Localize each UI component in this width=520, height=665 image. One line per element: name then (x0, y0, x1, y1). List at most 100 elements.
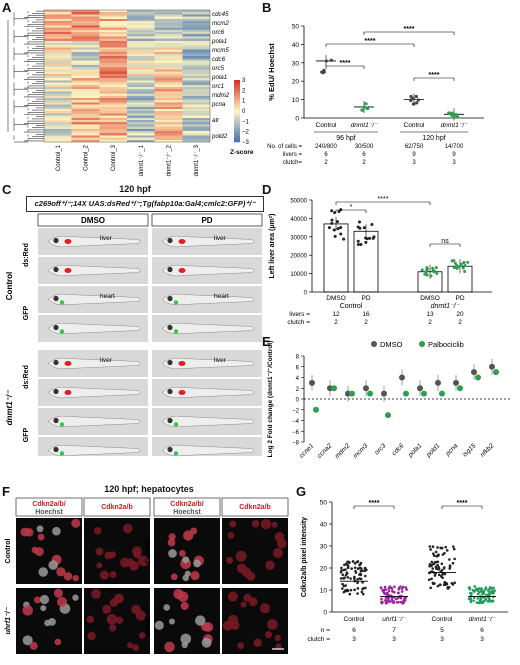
heatmap-cell (99, 133, 128, 136)
fish-body (47, 415, 141, 428)
data-point (427, 578, 431, 582)
data-point (482, 592, 486, 595)
heatmap-cell (44, 34, 72, 37)
cell-nucleus (86, 615, 95, 624)
heatmap-cell (44, 21, 72, 24)
dmso-point (417, 385, 423, 392)
colorbar-step (234, 94, 240, 97)
heatmap-cell (99, 120, 128, 123)
heatmap-cell (154, 47, 183, 50)
cell-nucleus (48, 617, 56, 626)
heatmap-figure: cdc45 mcm2 orc6 pola1 mcm5 cdc6 orc5 pola1 orc1 m… (7, 9, 254, 176)
data-point (453, 261, 457, 265)
heatmap-cell (154, 139, 183, 143)
heatmap-cell (154, 34, 183, 37)
heatmap-cell (127, 137, 155, 140)
data-point (431, 567, 435, 570)
gene-label: mcm2 (212, 20, 229, 27)
heatmap-cell (71, 25, 100, 28)
heatmap-cell (182, 51, 211, 55)
cell-nucleus (274, 634, 281, 642)
group-label: Control (316, 122, 338, 129)
y-tick-label: 0 (304, 291, 308, 297)
data-point (437, 573, 441, 577)
legend-dot-dmso (371, 341, 377, 347)
heatmap-cell (154, 29, 183, 33)
heatmap-cell (182, 80, 211, 83)
data-point (350, 567, 353, 570)
data-point (358, 220, 362, 224)
heatmap-cell (154, 128, 183, 132)
y-axis-label: % EdU/ Hoechst (267, 43, 276, 101)
data-point (447, 585, 451, 589)
cell-nucleus (275, 643, 282, 650)
data-point (359, 572, 362, 576)
data-point (342, 584, 346, 588)
heatmap-cell (127, 89, 155, 92)
n-value: 5 (440, 627, 444, 634)
data-point (420, 268, 424, 272)
data-point (384, 596, 388, 600)
data-point (365, 106, 369, 110)
gene-label: pcna (444, 442, 460, 458)
heatmap-cell (71, 16, 100, 19)
cell-nucleus (99, 570, 110, 580)
cell-nucleus (226, 556, 234, 564)
heart-gfp (173, 422, 179, 427)
data-point (488, 586, 492, 589)
row-label: n = (321, 627, 330, 634)
data-point (359, 561, 363, 565)
heatmap-cell (182, 71, 211, 74)
data-point (361, 587, 365, 590)
data-point (339, 577, 343, 580)
heatmap-cell (99, 131, 128, 134)
cell-nucleus (168, 618, 175, 625)
data-point (452, 259, 456, 263)
heatmap-cell (71, 124, 100, 127)
heatmap-cell (99, 21, 128, 24)
sig-bracket (325, 65, 365, 69)
data-point (490, 591, 493, 595)
colorbar-step (234, 111, 240, 114)
heatmap-cell (99, 27, 128, 30)
heatmap-cell (44, 40, 72, 44)
heatmap-cell (71, 137, 100, 140)
heatmap-cell (127, 69, 155, 72)
heatmap-cell (44, 65, 72, 68)
sig-label: **** (365, 38, 376, 45)
cell-nucleus (138, 632, 146, 639)
data-point (344, 573, 348, 577)
fish-eye (167, 388, 173, 395)
heatmap-cell (44, 76, 72, 79)
heatmap-cell (127, 62, 155, 66)
fish-eye (53, 266, 59, 273)
heatmap-cell (154, 89, 183, 92)
row-label: livers = (289, 311, 310, 318)
tile-header: Cdkn2a/b (101, 504, 133, 511)
palbo-point (403, 390, 409, 397)
heatmap-cell (44, 126, 72, 129)
y-tick-label: 30000 (290, 235, 307, 241)
heatmap-cell (44, 113, 72, 116)
heatmap-cell (99, 124, 128, 127)
group-label: uhrf1⁻/⁻ (382, 616, 406, 623)
heatmap-cell (154, 122, 183, 125)
group-label: dnmt1⁻/⁻ (469, 616, 496, 623)
heatmap-cell (182, 113, 211, 116)
heatmap-cell (44, 62, 72, 66)
column-header-box (37, 213, 149, 227)
palbo-point (439, 390, 445, 397)
heatmap-cell (182, 133, 211, 136)
heatmap-cell (154, 12, 183, 15)
heatmap-cell (154, 32, 183, 35)
liver-dsred (178, 268, 186, 273)
heatmap-cell (127, 109, 155, 112)
heatmap-cell (182, 124, 211, 127)
data-point (322, 68, 326, 72)
cell-nucleus (251, 519, 260, 528)
heatmap-cell (71, 93, 100, 96)
y-tick-label: 40 (292, 42, 300, 49)
data-point (342, 590, 346, 594)
cell-nucleus (183, 530, 194, 541)
legend-dot-palbo (419, 341, 425, 347)
